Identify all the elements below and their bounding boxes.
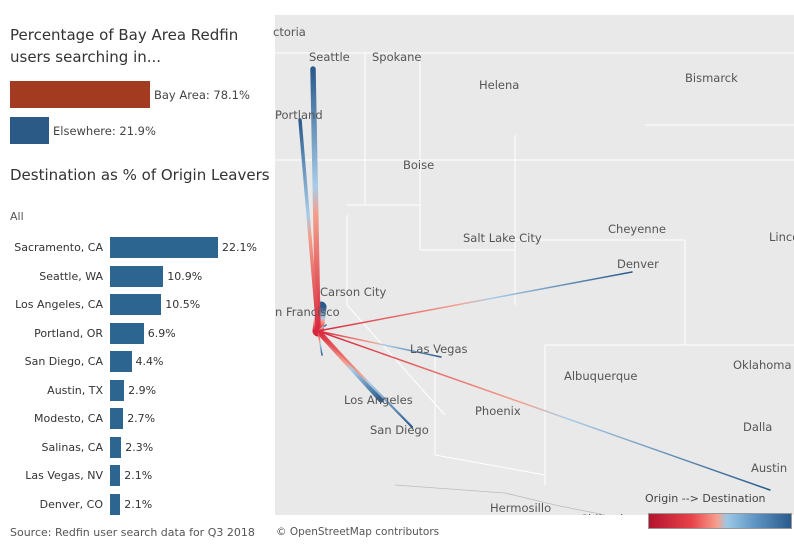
map[interactable]: ctoria Seattle Spokane Helena Bismarck Portla… bbox=[273, 15, 794, 552]
destination-bar[interactable] bbox=[110, 408, 124, 429]
destination-row[interactable]: San Diego, CA 4.4% bbox=[0, 351, 275, 373]
map-label: San Diego bbox=[370, 423, 429, 437]
color-legend bbox=[648, 513, 792, 529]
destination-bar[interactable] bbox=[110, 493, 121, 515]
destination-row[interactable]: Denver, CO 2.1% bbox=[0, 493, 275, 516]
legend-title: Origin --> Destination bbox=[645, 492, 766, 505]
elsewhere-label: Elsewhere: 21.9% bbox=[53, 124, 156, 138]
destination-city: Sacramento, CA bbox=[14, 241, 103, 254]
destinations-title: Destination as % of Origin Leavers bbox=[10, 166, 270, 184]
bay-area-bar[interactable] bbox=[10, 81, 150, 108]
map-label: Albuquerque bbox=[564, 369, 638, 383]
map-canvas bbox=[275, 52, 794, 515]
map-label: Linco bbox=[769, 230, 794, 244]
destination-value: 2.3% bbox=[125, 440, 154, 454]
destination-value: 22.1% bbox=[222, 241, 257, 254]
destination-city: Modesto, CA bbox=[34, 412, 103, 425]
destination-value: 2.7% bbox=[127, 412, 156, 425]
map-label: Cheyenne bbox=[608, 222, 666, 236]
map-label: Phoenix bbox=[475, 404, 521, 418]
destination-row[interactable]: Los Angeles, CA 10.5% bbox=[0, 294, 275, 316]
destination-city: Salinas, CA bbox=[41, 440, 103, 454]
destination-row[interactable]: Portland, OR 6.9% bbox=[0, 322, 275, 345]
map-label: Salt Lake City bbox=[463, 231, 542, 245]
destination-value: 2.9% bbox=[128, 383, 157, 397]
destination-bar[interactable] bbox=[110, 237, 218, 258]
destination-row[interactable]: Salinas, CA 2.3% bbox=[0, 436, 275, 459]
destination-value: 2.1% bbox=[124, 469, 153, 482]
map-label: n Francisco bbox=[275, 305, 340, 319]
map-label: Austin bbox=[751, 461, 788, 475]
flow-line[interactable] bbox=[310, 66, 321, 334]
destination-city: Seattle, WA bbox=[39, 269, 103, 283]
flow-line[interactable] bbox=[317, 271, 633, 332]
state-borders bbox=[275, 52, 794, 485]
destination-bar[interactable] bbox=[110, 465, 121, 486]
destination-value: 10.9% bbox=[167, 269, 203, 283]
bay-area-label: Bay Area: 78.1% bbox=[154, 88, 250, 102]
destination-city: Los Angeles, CA bbox=[15, 298, 103, 311]
destination-row[interactable]: Austin, TX 2.9% bbox=[0, 379, 275, 402]
map-label: Oklahoma Ci bbox=[733, 358, 794, 372]
source-note: Source: Redfin user search data for Q3 2… bbox=[10, 526, 255, 539]
map-label: Helena bbox=[479, 78, 520, 92]
map-label: ctoria bbox=[273, 25, 306, 39]
destination-row[interactable]: Modesto, CA 2.7% bbox=[0, 408, 275, 430]
destination-value: 10.5% bbox=[165, 298, 201, 311]
destination-value: 4.4% bbox=[135, 355, 164, 368]
map-label: Los Angeles bbox=[344, 393, 413, 407]
destination-city: Portland, OR bbox=[34, 326, 103, 340]
map-label: Boise bbox=[403, 158, 435, 172]
elsewhere-bar[interactable] bbox=[10, 117, 49, 144]
destination-value: 6.9% bbox=[147, 326, 176, 340]
destination-bar[interactable] bbox=[110, 436, 122, 458]
split-title: Percentage of Bay Area Redfin users sear… bbox=[10, 26, 239, 66]
destination-bar[interactable] bbox=[110, 294, 162, 315]
destination-row[interactable]: Sacramento, CA 22.1% bbox=[0, 237, 275, 259]
destination-value: 2.1% bbox=[124, 497, 153, 511]
destination-bar[interactable] bbox=[110, 379, 125, 401]
destination-bar[interactable] bbox=[110, 265, 164, 287]
flow-line[interactable] bbox=[317, 330, 771, 491]
map-label: Seattle bbox=[309, 50, 350, 64]
destination-bar[interactable] bbox=[110, 322, 144, 344]
filter-label: All bbox=[10, 210, 24, 223]
country-border bbox=[394, 484, 606, 515]
map-label: Las Vegas bbox=[410, 342, 468, 356]
map-label: Carson City bbox=[320, 285, 387, 299]
destination-row[interactable]: Las Vegas, NV 2.1% bbox=[0, 465, 275, 487]
map-label: Bismarck bbox=[685, 71, 738, 85]
destination-city: San Diego, CA bbox=[24, 355, 103, 368]
destination-city: Las Vegas, NV bbox=[25, 469, 103, 482]
map-label: Dalla bbox=[743, 420, 773, 434]
flow-line[interactable] bbox=[316, 329, 414, 429]
destination-city: Denver, CO bbox=[39, 497, 103, 511]
destination-city: Austin, TX bbox=[47, 383, 103, 397]
left-panel: Percentage of Bay Area Redfin users sear… bbox=[0, 0, 275, 552]
flow-line[interactable] bbox=[317, 330, 323, 356]
flow-line[interactable] bbox=[317, 330, 442, 358]
flow-line[interactable] bbox=[298, 118, 320, 333]
map-attribution[interactable]: © OpenStreetMap contributors bbox=[276, 526, 440, 538]
map-label: Denver bbox=[617, 257, 659, 271]
map-label: Hermosillo bbox=[490, 501, 552, 515]
destination-bar[interactable] bbox=[110, 351, 132, 372]
map-label: Portland bbox=[275, 108, 323, 122]
map-label: Spokane bbox=[372, 50, 422, 64]
destination-row[interactable]: Seattle, WA 10.9% bbox=[0, 265, 275, 288]
